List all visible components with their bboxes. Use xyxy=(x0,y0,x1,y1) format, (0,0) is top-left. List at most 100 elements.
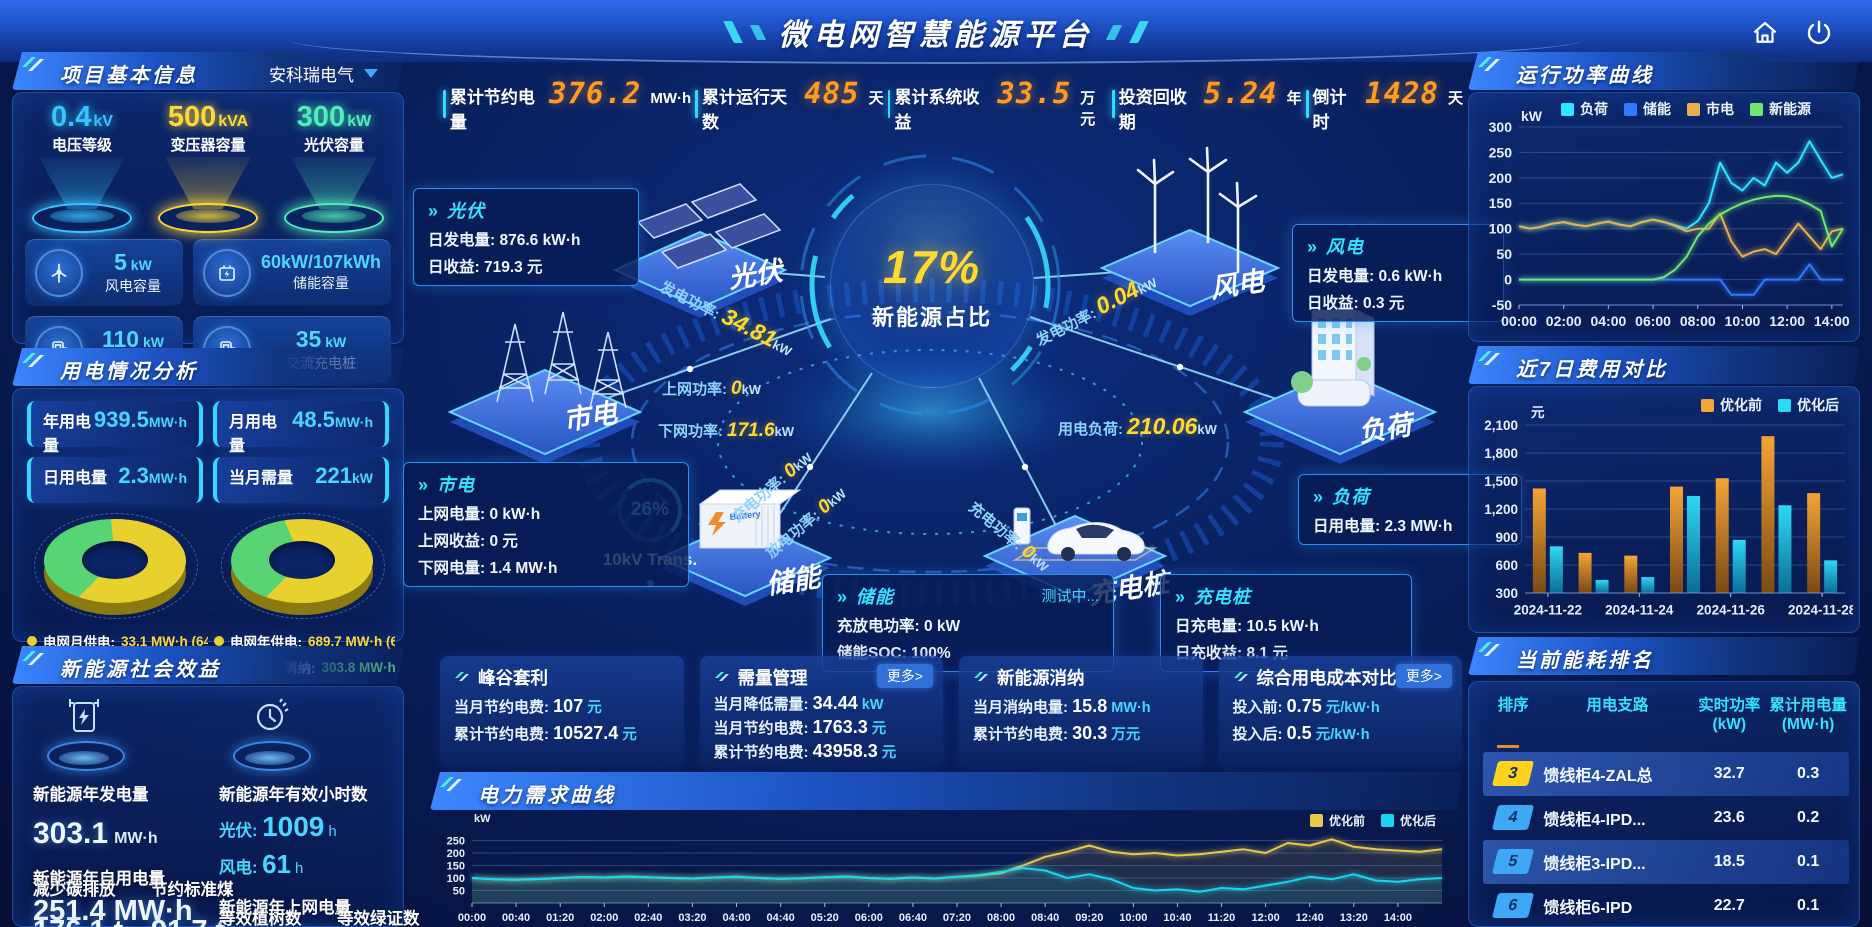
cone-label: 光伏容量 xyxy=(303,137,364,154)
pv-node[interactable]: 光伏 xyxy=(612,183,788,318)
panel-corner-icon xyxy=(1478,57,1500,71)
x-tick: 00:00 xyxy=(1501,313,1537,329)
double-chevron-icon: » xyxy=(837,587,849,607)
page-title-text: 微电网智慧能源平台 xyxy=(778,19,1094,52)
stats-divider xyxy=(695,90,699,118)
transmission-tower-icon xyxy=(496,311,627,409)
series-line-优化后 xyxy=(471,867,1443,893)
benefit-overlap-values: 51.7 MW·h240棵303张 xyxy=(219,924,397,927)
info-box-row-2: 下网电量: 1.4 MW·h xyxy=(418,560,558,577)
info-box-row-0: 日用电量: 2.3 MW·h xyxy=(1313,518,1453,535)
more-button[interactable]: 更多> xyxy=(876,664,933,688)
testing-badge: 测试中... xyxy=(1041,588,1099,605)
donut-ring-decor xyxy=(33,513,198,619)
stat-unit: 天 xyxy=(1447,89,1463,107)
legend-item-新能源[interactable]: 新能源 xyxy=(1750,99,1811,119)
double-chevron-icon: » xyxy=(1175,587,1187,607)
legend-swatch xyxy=(1701,398,1714,412)
overlap-label: 等效绿证数 xyxy=(337,910,420,927)
legend-item-储能[interactable]: 储能 xyxy=(1624,99,1671,119)
wind-turbine-icon xyxy=(35,249,83,297)
info-box-row-0: 充放电功率: 0 kW xyxy=(837,618,961,635)
summary-card-0: 峰谷套利 当月节约电费: 107 元累计节约电费: 10527.4 元 xyxy=(440,656,684,766)
ranking-row-3[interactable]: 6 馈线柜6-IPD 22.7 0.1 xyxy=(1483,884,1849,926)
x-tick: 04:00 xyxy=(1590,313,1626,329)
bubble-arc2 xyxy=(799,154,1061,416)
info-box-row-1: 日收益: 0.3 元 xyxy=(1307,295,1405,312)
stat-unit: 万元 xyxy=(1080,89,1096,128)
stat-item-0: 累计节约电量 376.2 MW·h xyxy=(446,76,695,133)
stat-label: 累计节约电量 xyxy=(449,87,535,132)
total-energy: 0.1 xyxy=(1796,896,1820,914)
info-box-row-0: 上网电量: 0 kW·h xyxy=(418,506,541,523)
storage-node[interactable]: Battery 储能 xyxy=(657,489,833,606)
ranking-header-3: 累计用电量 (MW·h) xyxy=(1769,697,1847,734)
x-tick: 06:00 xyxy=(1635,313,1671,329)
y-tick: 250 xyxy=(1489,144,1513,160)
bar-优化前-2024-11-24 xyxy=(1624,555,1638,593)
summary-card-1: 需量管理 更多> 当月降低需量: 34.44 kW 当月节约电费: 1763.3 元累计节… xyxy=(699,656,943,766)
ranking-row-0[interactable]: 3 馈线柜4-ZAL总 32.7 0.3 xyxy=(1483,751,1849,796)
rank-badge: 5 xyxy=(1492,849,1535,875)
ranking-header-2: 实时功率 (kW) xyxy=(1698,697,1761,734)
wind-turbine-icon xyxy=(1136,146,1258,274)
card-label: 储能容量 xyxy=(292,275,349,292)
ranking-row-1[interactable]: 4 馈线柜4-IPD... 23.6 0.2 xyxy=(1483,796,1849,840)
legend-item-优化后[interactable]: 优化后 xyxy=(1778,395,1839,415)
bar-优化后-2024-11-22 xyxy=(1549,546,1563,593)
info-box-title: » 储能 xyxy=(837,587,895,607)
summary-card-2: 新能源消纳 当月消纳电量: 15.8 MW·h 累计节约电费: 30.3 万元 xyxy=(959,656,1203,766)
summary-row-0: 投入前: 0.75 元/kW·h xyxy=(1232,696,1380,716)
overlap-label: 减少碳排放 xyxy=(33,881,116,899)
summary-card-3: 综合用电成本对比 更多> 投入前: 0.75 元/kW·h 投入后: 0.5 元/kW·h xyxy=(1218,656,1462,766)
bar-优化前-2024-11-25 xyxy=(1670,486,1683,593)
page-title: 微电网智慧能源平台 xyxy=(723,10,1149,54)
rank-badge: 4 xyxy=(1492,805,1535,831)
wind-node[interactable]: 风电 xyxy=(1099,146,1281,316)
legend-item-优化前[interactable]: 优化前 xyxy=(1701,395,1762,415)
stats-divider xyxy=(887,90,891,118)
bar-优化后-2024-11-25 xyxy=(1687,495,1700,593)
legend-swatch xyxy=(1750,102,1763,116)
bar-优化后-2024-11-24 xyxy=(1641,577,1655,593)
bar-优化前-2024-11-23 xyxy=(1578,552,1592,593)
y-tick: 1,800 xyxy=(1484,446,1518,461)
panel-corner-icon xyxy=(440,777,462,791)
x-tick: 04:00 xyxy=(722,912,750,924)
x-tick: 06:00 xyxy=(855,912,883,924)
load-node[interactable]: 负荷 xyxy=(1242,309,1438,464)
summary-row-1: 当月节约电费: 1763.3 元 xyxy=(713,717,887,737)
company-selector[interactable]: 安科瑞电气 xyxy=(269,61,378,86)
overlap-label: 新能源年自用电量 xyxy=(33,870,165,888)
legend-item-负荷[interactable]: 负荷 xyxy=(1561,99,1608,119)
x-tick: 02:00 xyxy=(1546,313,1582,329)
cone-beam-decor xyxy=(290,157,378,209)
more-button[interactable]: 更多> xyxy=(1395,664,1452,688)
cone-core-decor xyxy=(50,209,114,223)
x-tick: 14:00 xyxy=(1384,912,1412,924)
panel-title: 新能源社会效益 xyxy=(60,659,221,681)
home-icon[interactable] xyxy=(1750,18,1780,48)
legend-item-优化后[interactable]: 优化后 xyxy=(1380,812,1436,829)
renewable-share-value: 17% xyxy=(882,241,982,293)
x-tick: 06:40 xyxy=(899,912,927,924)
benefit-value: 303.1 MW·h xyxy=(33,817,158,850)
legend-item-优化前[interactable]: 优化前 xyxy=(1309,812,1365,829)
panel-header-bar xyxy=(12,348,404,386)
chart-legend: 负荷 储能 市电 新能源 xyxy=(1561,99,1811,119)
power-icon[interactable] xyxy=(1804,18,1834,48)
grid-node[interactable]: 市电 xyxy=(447,311,643,464)
bar-chart-svg: 300 600 900 1,200 1,500 1,800 2,100 元 2024-11-22… xyxy=(1484,405,1857,618)
panel-title: 运行功率曲线 xyxy=(1516,65,1654,87)
y-tick: 200 xyxy=(1489,170,1513,186)
legend-item-市电[interactable]: 市电 xyxy=(1687,99,1734,119)
panel-corner-icon xyxy=(22,57,44,71)
legend-swatch xyxy=(1624,102,1637,116)
benefit-overlap-labels: 新能源年上网电量 等效植树数 等效绿证数 xyxy=(219,894,420,927)
usage-stat-label: 年用电量 xyxy=(43,414,92,455)
benefit-label: 新能源年有效小时数 xyxy=(219,786,368,804)
summary-card-title: 峰谷套利 xyxy=(454,665,670,690)
info-box-row-1: 上网收益: 0 元 xyxy=(418,533,518,550)
ranking-row-2[interactable]: 5 馈线柜3-IPD... 18.5 0.1 xyxy=(1483,839,1849,884)
demand-curve-chart: 50 100 150 200 250 kW 00:00 00:40 01:20 02:00 02:4… xyxy=(436,812,1456,927)
